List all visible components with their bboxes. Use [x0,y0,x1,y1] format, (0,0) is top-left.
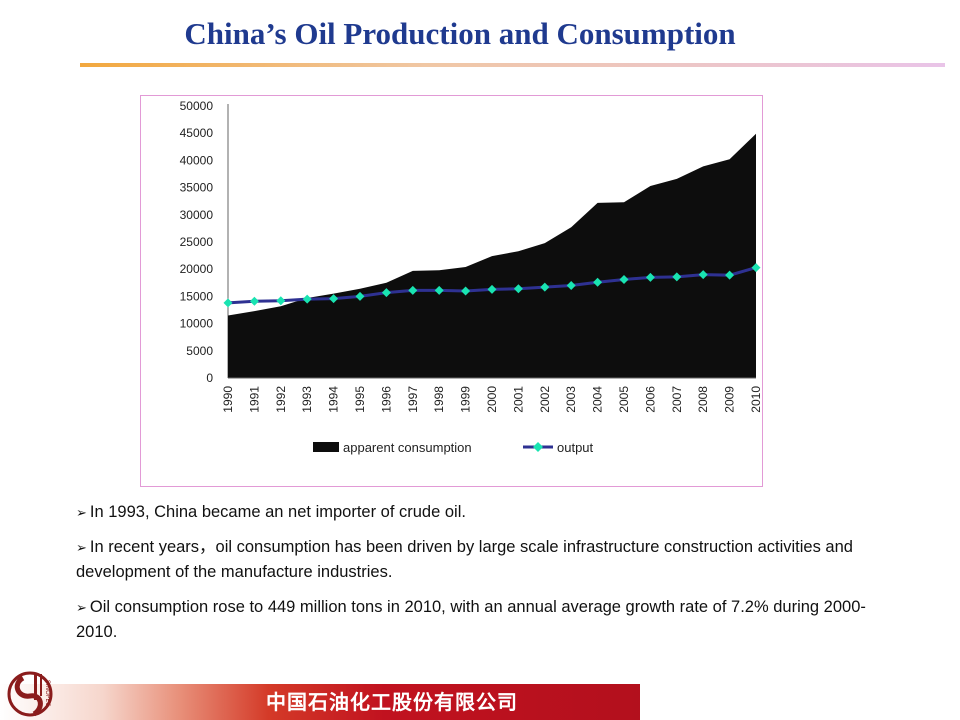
bullet-text: Oil consumption rose to 449 million tons… [76,598,866,641]
y-tick-label: 0 [206,371,213,385]
x-tick-label: 2008 [696,386,710,413]
x-tick-label: 2010 [749,386,763,413]
legend-label-apparent-consumption: apparent consumption [343,440,472,455]
bullet-list: ➢ In 1993, China became an net importer o… [76,500,876,655]
x-tick-label: 1997 [406,386,420,413]
output-data-point [249,296,259,306]
output-data-point [593,277,603,287]
x-tick-label: 2001 [511,386,525,413]
bullet-item: ➢ In recent years，oil consumption has bee… [76,535,876,585]
y-tick-label: 25000 [180,235,214,249]
logo-text: SINOPEC [44,680,51,706]
y-tick-label: 30000 [180,208,214,222]
bullet-text: In 1993, China became an net importer of… [89,503,466,521]
footer-band [0,684,640,720]
x-tick-label: 2002 [538,386,552,413]
output-data-point [619,275,629,285]
x-tick-label: 1995 [353,386,367,413]
y-tick-label: 5000 [186,344,213,358]
y-tick-label: 10000 [180,317,214,331]
company-name: 中国石油化工股份有限公司 [266,690,518,714]
output-data-point [302,294,312,304]
x-tick-label: 2006 [643,386,657,413]
output-data-point [355,291,365,301]
y-unit-label: 10KT [201,96,228,99]
output-data-point [487,284,497,294]
y-tick-label: 50000 [180,99,214,113]
y-tick-label: 15000 [180,289,214,303]
bullet-text: In recent years，oil consumption has been… [76,538,853,581]
output-data-point [540,282,550,292]
x-tick-label: 2009 [723,386,737,413]
output-data-point [513,284,523,294]
slide-title: China’s Oil Production and Consumption [184,16,736,51]
y-tick-label: 40000 [180,153,214,167]
x-tick-label: 2004 [591,386,605,413]
legend-swatch-apparent-consumption [313,442,339,452]
y-tick-label: 35000 [180,181,214,195]
x-tick-label: 1998 [432,386,446,413]
x-tick-label: 1992 [274,386,288,413]
x-tick-label: 2000 [485,386,499,413]
bullet-item: ➢ Oil consumption rose to 449 million ton… [76,595,876,645]
title-divider [80,63,945,67]
x-tick-label: 1999 [459,386,473,413]
x-tick-label: 1993 [300,386,314,413]
output-data-point [725,270,735,280]
output-data-point [276,296,286,306]
x-tick-label: 2005 [617,386,631,413]
output-data-point [434,285,444,295]
series-area-apparent-consumption [228,133,756,378]
output-data-point [329,294,339,304]
x-tick-label: 1991 [247,386,261,413]
arrow-bullet-icon: ➢ [76,505,87,520]
arrow-bullet-icon: ➢ [76,600,87,615]
x-tick-label: 2007 [670,386,684,413]
oil-chart: 10KT 0 5000 10000 15000 20000 25000 30000 35000 4… [180,96,763,455]
x-tick-label: 1994 [327,386,341,413]
output-data-point [645,272,655,282]
x-tick-label: 1996 [379,386,393,413]
output-data-point [672,272,682,282]
output-data-point [223,298,233,308]
output-data-point [751,263,761,273]
output-data-point [408,285,418,295]
output-data-point [381,288,391,298]
arrow-bullet-icon: ➢ [76,540,87,555]
chart-frame: 10KT 0 5000 10000 15000 20000 25000 30000 35000 4… [140,95,763,487]
output-data-point [698,270,708,280]
sinopec-logo-icon: SINOPEC [7,671,53,717]
y-tick-label: 45000 [180,126,214,140]
x-tick-label: 2003 [564,386,578,413]
legend-marker-output [533,442,543,452]
bullet-item: ➢ In 1993, China became an net importer o… [76,500,876,525]
output-data-point [566,281,576,291]
legend-label-output: output [557,440,594,455]
output-data-point [461,286,471,296]
y-tick-label: 20000 [180,262,214,276]
x-tick-label: 1990 [221,386,235,413]
